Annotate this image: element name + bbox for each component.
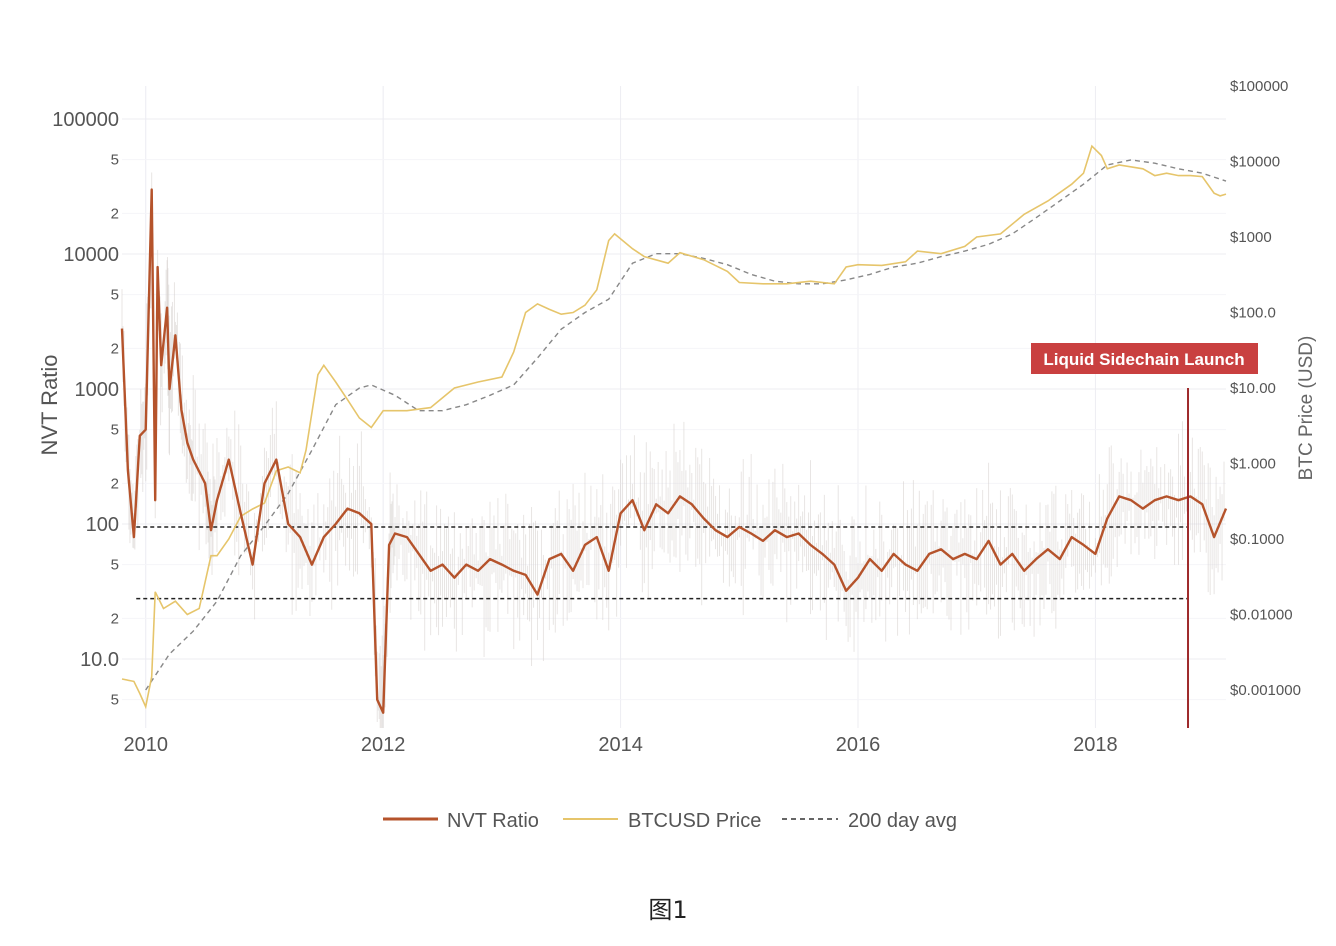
x-tick-label: 2018 bbox=[1073, 734, 1118, 756]
x-tick-label: 2010 bbox=[123, 734, 168, 756]
figure-caption: 图1 bbox=[648, 896, 688, 924]
gridlines bbox=[122, 86, 1226, 728]
y2-tick-label: $1000 bbox=[1230, 229, 1272, 246]
y2-tick-label: $10000 bbox=[1230, 154, 1280, 171]
annotation-box bbox=[1031, 343, 1258, 374]
y-tick-label: 1000 bbox=[75, 379, 120, 401]
y-minor-tick-label: 2 bbox=[111, 340, 119, 357]
legend: NVT Ratio BTCUSD Price 200 day avg bbox=[383, 810, 957, 832]
annotation: Liquid Sidechain Launch bbox=[1031, 343, 1258, 728]
series-line-nvt-ratio bbox=[120, 188, 1228, 714]
y-minor-tick-label: 5 bbox=[111, 557, 119, 574]
nvt-chart: Liquid Sidechain Launch 1000001000010001… bbox=[37, 78, 1317, 832]
y-tick-label: 10000 bbox=[63, 244, 119, 266]
y-minor-tick-label: 5 bbox=[111, 422, 119, 439]
left-axis-ticks: 100000 10000 1000 100 10.0 5 2 5 2 5 2 5 2 5 bbox=[52, 109, 119, 709]
y-tick-label: 100 bbox=[86, 514, 119, 536]
y-minor-tick-label: 5 bbox=[111, 287, 119, 304]
series-layer bbox=[120, 144, 1228, 714]
x-axis-ticks: 2010 2012 2014 2016 2018 bbox=[123, 734, 1117, 756]
reference-lines bbox=[136, 526, 1189, 600]
x-tick-label: 2012 bbox=[361, 734, 406, 756]
legend-label-price: BTCUSD Price bbox=[628, 810, 761, 832]
y2-tick-label: $0.01000 bbox=[1230, 607, 1293, 624]
y2-tick-label: $100.0 bbox=[1230, 305, 1276, 322]
y2-axis-title: BTC Price (USD) bbox=[1296, 336, 1317, 481]
y2-tick-label: $1.000 bbox=[1230, 456, 1276, 473]
nvt-raw-noise bbox=[121, 172, 1225, 728]
y-minor-tick-label: 2 bbox=[111, 205, 119, 222]
y-minor-tick-label: 5 bbox=[111, 152, 119, 169]
y-axis-title: NVT Ratio bbox=[37, 354, 62, 455]
y-minor-tick-label: 2 bbox=[111, 475, 119, 492]
y-tick-label: 100000 bbox=[52, 109, 119, 131]
y2-tick-label: $0.1000 bbox=[1230, 531, 1284, 548]
right-axis-ticks: $100000 $10000 $1000 $100.0 $10.00 $1.000 $0.1… bbox=[1230, 78, 1301, 699]
y2-tick-label: $0.001000 bbox=[1230, 682, 1301, 699]
y-minor-tick-label: 5 bbox=[111, 692, 119, 709]
y2-tick-label: $10.00 bbox=[1230, 380, 1276, 397]
x-tick-label: 2016 bbox=[836, 734, 881, 756]
y2-tick-label: $100000 bbox=[1230, 78, 1288, 95]
legend-label-avg: 200 day avg bbox=[848, 810, 957, 832]
y-tick-label: 10.0 bbox=[80, 649, 119, 671]
annotation-label: Liquid Sidechain Launch bbox=[1043, 350, 1244, 369]
legend-label-nvt: NVT Ratio bbox=[447, 810, 539, 832]
y-minor-tick-label: 2 bbox=[111, 610, 119, 627]
series-line-200-day-avg bbox=[145, 159, 1227, 691]
x-tick-label: 2014 bbox=[598, 734, 643, 756]
